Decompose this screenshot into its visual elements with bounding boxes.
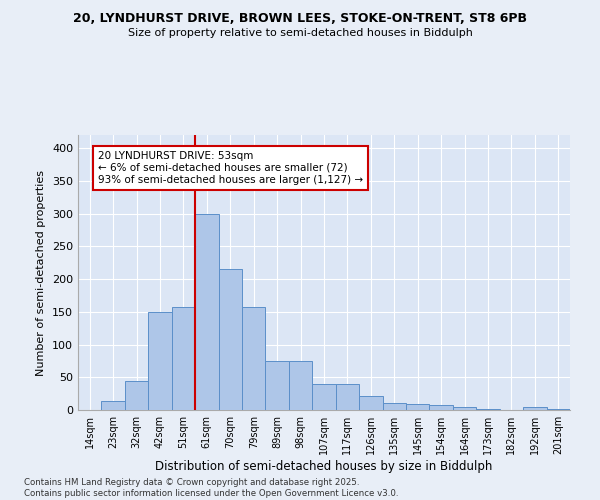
Bar (430, 406, 453, 410)
Text: 20 LYNDHURST DRIVE: 53sqm
← 6% of semi-detached houses are smaller (72)
93% of s: 20 LYNDHURST DRIVE: 53sqm ← 6% of semi-d… (98, 152, 363, 184)
Bar (523, 406, 547, 410)
Bar (195, 214, 218, 410)
Bar (148, 312, 172, 410)
Bar (265, 361, 289, 410)
Text: Size of property relative to semi-detached houses in Biddulph: Size of property relative to semi-detach… (128, 28, 472, 38)
Bar (383, 403, 406, 410)
Text: 20, LYNDHURST DRIVE, BROWN LEES, STOKE-ON-TRENT, ST8 6PB: 20, LYNDHURST DRIVE, BROWN LEES, STOKE-O… (73, 12, 527, 26)
Text: Contains HM Land Registry data © Crown copyright and database right 2025.
Contai: Contains HM Land Registry data © Crown c… (24, 478, 398, 498)
Bar (125, 380, 148, 410)
Bar (336, 384, 359, 410)
Bar (289, 361, 312, 410)
Bar (242, 306, 265, 410)
Bar (359, 396, 383, 410)
Bar (218, 269, 242, 410)
Bar (312, 384, 336, 410)
Bar (453, 408, 476, 410)
X-axis label: Distribution of semi-detached houses by size in Biddulph: Distribution of semi-detached houses by … (155, 460, 493, 472)
Bar (101, 401, 125, 410)
Bar (406, 404, 430, 410)
Bar (172, 306, 195, 410)
Y-axis label: Number of semi-detached properties: Number of semi-detached properties (37, 170, 46, 376)
